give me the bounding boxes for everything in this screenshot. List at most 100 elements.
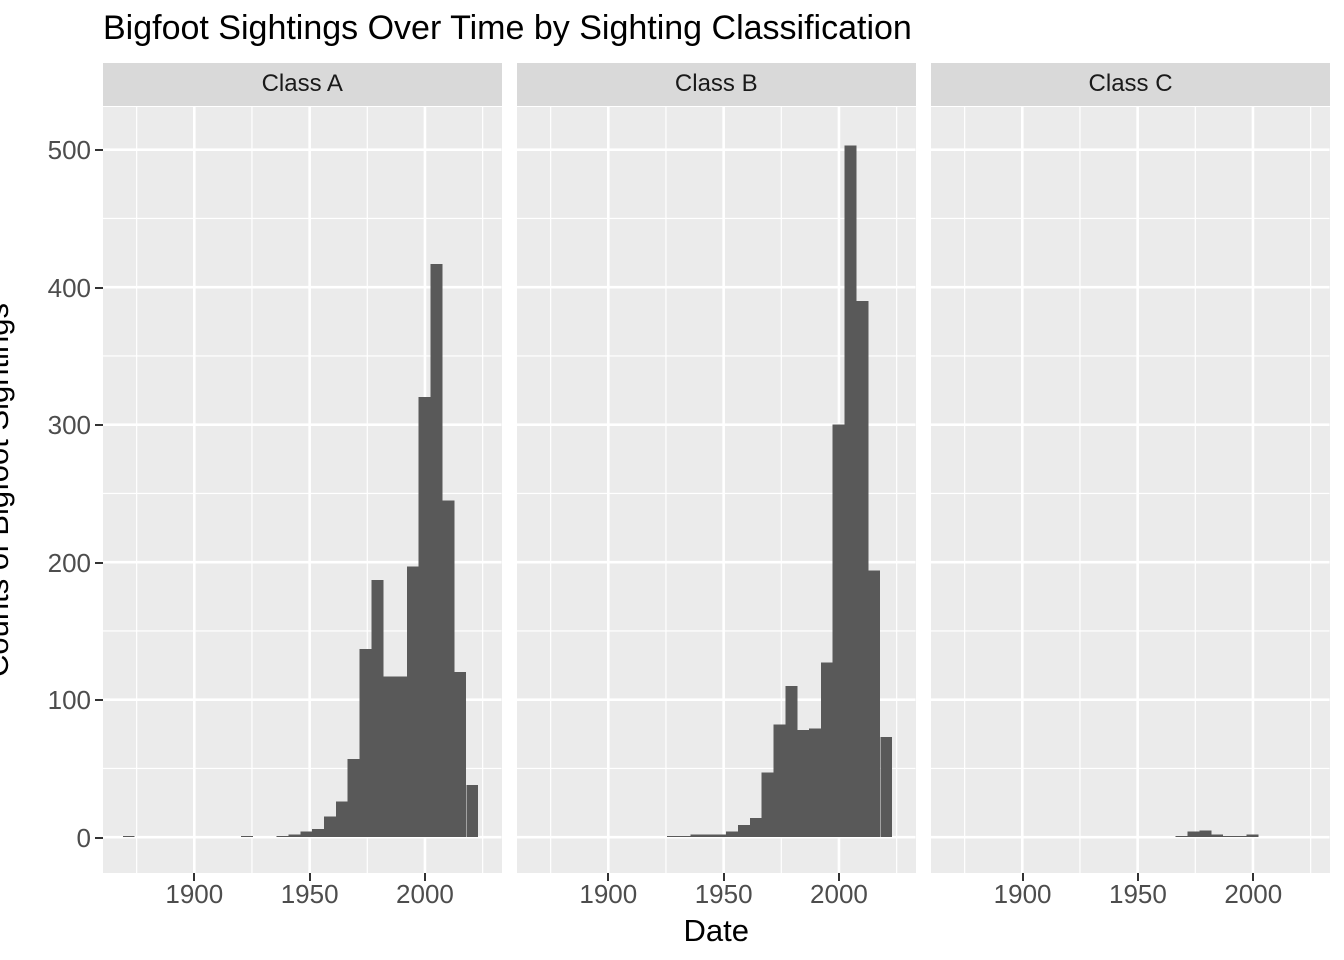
histogram-bar bbox=[288, 834, 301, 838]
histogram-bar bbox=[1199, 830, 1212, 838]
histogram-bar bbox=[1247, 834, 1259, 838]
gridline-major-y bbox=[517, 286, 916, 289]
histogram-bar bbox=[347, 759, 360, 838]
gridline-minor-y bbox=[517, 493, 916, 495]
gridline-minor-y bbox=[103, 218, 502, 220]
gridline-minor-y bbox=[103, 768, 502, 770]
histogram-bar bbox=[442, 500, 455, 838]
histogram-bar bbox=[359, 649, 372, 838]
y-axis-tick-label: 100 bbox=[47, 685, 91, 715]
gridline-minor-y bbox=[931, 218, 1330, 220]
gridline-major-x bbox=[1021, 107, 1024, 874]
histogram-bar bbox=[430, 264, 443, 838]
panel-class-a bbox=[103, 107, 502, 874]
gridline-major-y bbox=[103, 148, 502, 152]
gridline-minor-y bbox=[517, 630, 916, 632]
histogram-bar bbox=[335, 801, 348, 838]
gridline-major-y bbox=[931, 423, 1330, 427]
facet-strip-label: Class C bbox=[1088, 70, 1173, 98]
x-axis-tick-label: 2000 bbox=[396, 879, 454, 909]
histogram-bar bbox=[300, 831, 313, 838]
gridline-major-x bbox=[722, 107, 725, 874]
y-axis-tick-label: 300 bbox=[47, 410, 91, 440]
y-axis-tick bbox=[95, 836, 103, 839]
gridline-minor-x bbox=[251, 107, 253, 874]
gridline-minor-y bbox=[931, 768, 1330, 770]
histogram-bar bbox=[454, 672, 467, 838]
histogram-bar bbox=[466, 785, 479, 838]
histogram-bar bbox=[702, 834, 715, 838]
gridline-minor-x bbox=[1079, 107, 1081, 874]
histogram-bar bbox=[726, 831, 739, 838]
panel-class-b bbox=[517, 107, 916, 874]
x-axis-tick bbox=[1021, 873, 1024, 882]
y-axis-tick-label: 500 bbox=[47, 135, 91, 165]
histogram-bar bbox=[406, 566, 419, 838]
histogram-bar bbox=[1211, 834, 1224, 838]
gridline-minor-y bbox=[931, 493, 1330, 495]
x-axis-tick-label: 2000 bbox=[810, 879, 868, 909]
gridline-minor-x bbox=[896, 107, 898, 874]
x-axis-tick-label: 1900 bbox=[579, 879, 638, 909]
gridline-minor-x bbox=[550, 107, 552, 874]
gridline-minor-y bbox=[103, 355, 502, 357]
x-axis-tick bbox=[722, 873, 725, 882]
histogram-bar bbox=[761, 772, 774, 838]
gridline-minor-x bbox=[1194, 107, 1197, 874]
histogram-bar bbox=[773, 724, 786, 838]
gridline-minor-x bbox=[964, 107, 966, 874]
y-axis-tick bbox=[95, 286, 103, 289]
gridline-major-x bbox=[193, 107, 196, 874]
gridline-minor-y bbox=[931, 630, 1330, 632]
histogram-bar bbox=[1187, 831, 1200, 838]
y-axis-tick-label: 0 bbox=[76, 822, 91, 853]
histogram-bar bbox=[1223, 836, 1236, 838]
histogram-bar bbox=[1175, 836, 1188, 838]
gridline-major-y bbox=[517, 561, 916, 564]
x-axis-tick bbox=[837, 873, 840, 882]
facet-strip-label: Class B bbox=[674, 70, 758, 98]
x-axis-tick-label: 1950 bbox=[694, 879, 753, 909]
x-axis-tick-label: 1900 bbox=[993, 879, 1052, 909]
y-axis-tick bbox=[95, 149, 103, 151]
gridline-major-y bbox=[931, 286, 1330, 289]
gridline-major-y bbox=[517, 148, 916, 152]
gridline-minor-x bbox=[780, 107, 782, 874]
gridline-minor-x bbox=[482, 107, 484, 874]
gridline-major-y bbox=[517, 423, 916, 427]
histogram-bar bbox=[122, 836, 135, 838]
gridline-minor-x bbox=[366, 107, 368, 874]
gridline-major-x bbox=[1136, 107, 1140, 874]
gridline-minor-y bbox=[517, 218, 916, 220]
histogram-bar bbox=[880, 737, 893, 838]
histogram-bar bbox=[820, 662, 833, 838]
histogram-bar bbox=[809, 728, 822, 838]
histogram-bar bbox=[312, 829, 325, 838]
y-axis-tick-label: 400 bbox=[47, 272, 91, 303]
histogram-bar bbox=[738, 825, 751, 838]
gridline-major-y bbox=[931, 561, 1330, 564]
gridline-major-y bbox=[103, 423, 502, 427]
histogram-bar bbox=[785, 686, 798, 838]
histogram-bar bbox=[856, 301, 869, 838]
panel-plot-area bbox=[517, 107, 916, 874]
facet-strip-class-a: Class A bbox=[103, 62, 502, 106]
gridline-minor-y bbox=[103, 630, 502, 632]
panel-plot-area bbox=[931, 107, 1330, 874]
histogram-bar bbox=[714, 834, 727, 838]
gridline-major-y bbox=[103, 561, 502, 564]
gridline-minor-y bbox=[103, 493, 502, 495]
gridline-minor-x bbox=[136, 107, 138, 874]
facet-strip-label: Class A bbox=[261, 70, 343, 98]
x-axis-tick bbox=[423, 873, 426, 882]
x-axis-tick bbox=[1252, 873, 1255, 882]
x-axis-tick-label: 1950 bbox=[1109, 879, 1167, 909]
histogram-bar bbox=[395, 676, 408, 838]
facet-strip-class-c: Class C bbox=[931, 62, 1330, 106]
x-axis-tick-label: 1950 bbox=[280, 879, 339, 909]
gridline-major-y bbox=[931, 148, 1330, 152]
gridline-major-x bbox=[1251, 107, 1255, 874]
gridline-minor-y bbox=[931, 355, 1330, 357]
x-axis-tick bbox=[1136, 873, 1139, 882]
